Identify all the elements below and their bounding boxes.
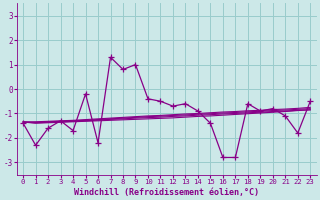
X-axis label: Windchill (Refroidissement éolien,°C): Windchill (Refroidissement éolien,°C) (74, 188, 259, 197)
